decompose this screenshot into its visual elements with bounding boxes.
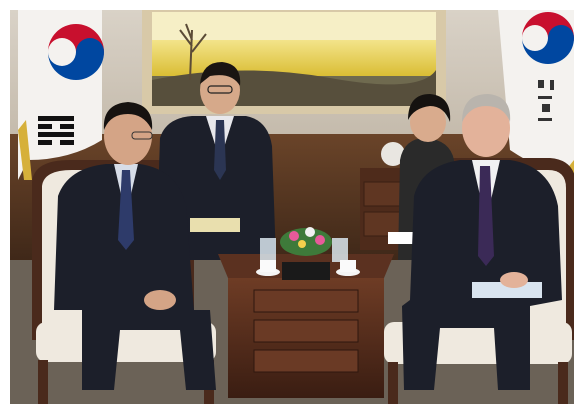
ministry-flag-right	[498, 10, 574, 210]
table-centerpiece	[280, 227, 332, 280]
korean-flag-left	[18, 10, 104, 180]
person-right-official	[402, 94, 562, 390]
cup-left	[256, 238, 280, 276]
landscape-painting	[142, 10, 446, 114]
person-left-official	[54, 102, 216, 390]
cup-right	[332, 238, 360, 276]
notepad	[190, 218, 240, 232]
meeting-photo	[10, 10, 574, 404]
table-lamp	[381, 142, 405, 166]
document-folder	[472, 282, 542, 298]
